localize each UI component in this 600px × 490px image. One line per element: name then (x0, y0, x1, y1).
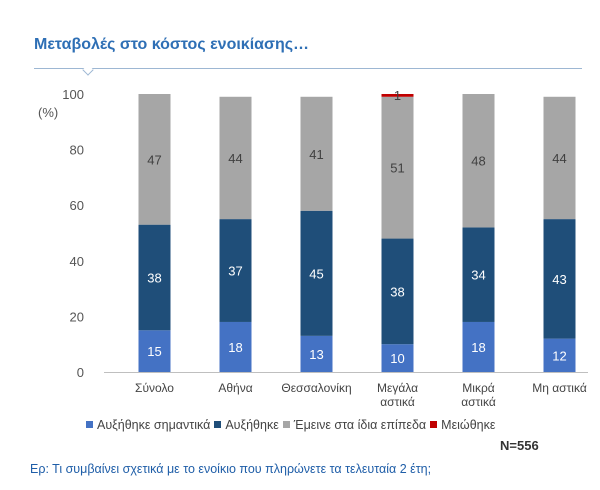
bar-segment (462, 227, 495, 322)
legend-swatch (430, 421, 438, 428)
data-label: 13 (309, 347, 323, 362)
data-label: 47 (147, 152, 161, 167)
bar-segment (138, 224, 171, 331)
legend-swatch (214, 421, 222, 428)
x-tick-label: Αθήνα (218, 381, 252, 395)
sample-size: N=556 (500, 438, 539, 453)
bar-segment (462, 321, 495, 372)
data-label: 18 (471, 340, 485, 355)
legend-label: Έμεινε στα ίδια επίπεδα (293, 418, 427, 432)
bar-segment (543, 96, 576, 220)
legend-item: Αυξήθηκε (214, 418, 279, 432)
data-label: 51 (390, 161, 404, 176)
y-tick-label: 20 (70, 309, 84, 324)
legend-item: Μειώθηκε (430, 418, 495, 432)
data-label: 10 (390, 351, 404, 366)
y-tick-label: 0 (77, 365, 84, 380)
bar-segment (543, 219, 576, 339)
legend-label: Αυξήθηκε σημαντικά (97, 418, 211, 432)
data-label: 45 (309, 266, 323, 281)
bar-segment (219, 96, 252, 220)
y-tick-label: 100 (62, 87, 84, 102)
bar-segment (381, 344, 414, 372)
chart-title: Μεταβολές στο κόστος ενοικίασης… (34, 36, 310, 53)
data-label: 18 (228, 340, 242, 355)
data-label: 43 (552, 272, 566, 287)
data-label: 44 (228, 151, 242, 166)
data-label: 44 (552, 151, 566, 166)
bar-segment (300, 335, 333, 372)
bar-segment (300, 210, 333, 336)
stacked-bar-chart: 020406080100(%)153847Σύνολο183744Αθήνα13… (38, 87, 588, 409)
y-tick-label: 80 (70, 143, 84, 158)
bar-segment (381, 96, 414, 239)
data-label: 34 (471, 268, 485, 283)
bar-segment (219, 321, 252, 372)
legend-swatch (282, 421, 290, 428)
legend-item: Αυξήθηκε σημαντικά (86, 418, 210, 432)
y-tick-label: 40 (70, 254, 84, 269)
bar-segment (138, 330, 171, 372)
legend-label: Μειώθηκε (441, 418, 496, 432)
title-divider (34, 68, 582, 69)
data-label: 41 (309, 147, 323, 162)
bar-segment (381, 238, 414, 345)
y-axis-label: (%) (38, 105, 58, 120)
x-tick-label: Μεγάλα (377, 381, 418, 395)
data-label: 12 (552, 348, 566, 363)
legend-item: Έμεινε στα ίδια επίπεδα (282, 418, 427, 432)
bar-segment (219, 219, 252, 322)
data-label: 38 (390, 284, 404, 299)
y-tick-label: 60 (70, 198, 84, 213)
data-label: 37 (228, 264, 242, 279)
data-label: 1 (394, 88, 401, 103)
x-tick-label: Μη αστικά (532, 381, 587, 395)
survey-question: Ερ: Τι συμβαίνει σχετικά με το ενοίκιο π… (30, 462, 432, 476)
bar-segment (138, 94, 171, 225)
bar-segment (300, 96, 333, 211)
legend-label: Αυξήθηκε (225, 418, 279, 432)
x-tick-label: Θεσσαλονίκη (281, 381, 351, 395)
x-tick-label: αστικά (461, 395, 496, 409)
x-tick-label: αστικά (380, 395, 415, 409)
bar-segment (462, 94, 495, 228)
data-label: 15 (147, 344, 161, 359)
bar-segment (381, 94, 414, 97)
bar-segment (543, 338, 576, 372)
legend-swatch (86, 421, 93, 428)
data-label: 38 (147, 270, 161, 285)
x-tick-label: Σύνολο (135, 381, 174, 395)
chart-legend: Αυξήθηκε σημαντικά Αυξήθηκε Έμεινε στα ίδι… (86, 418, 499, 432)
data-label: 48 (471, 154, 485, 169)
x-tick-label: Μικρά (462, 381, 494, 395)
